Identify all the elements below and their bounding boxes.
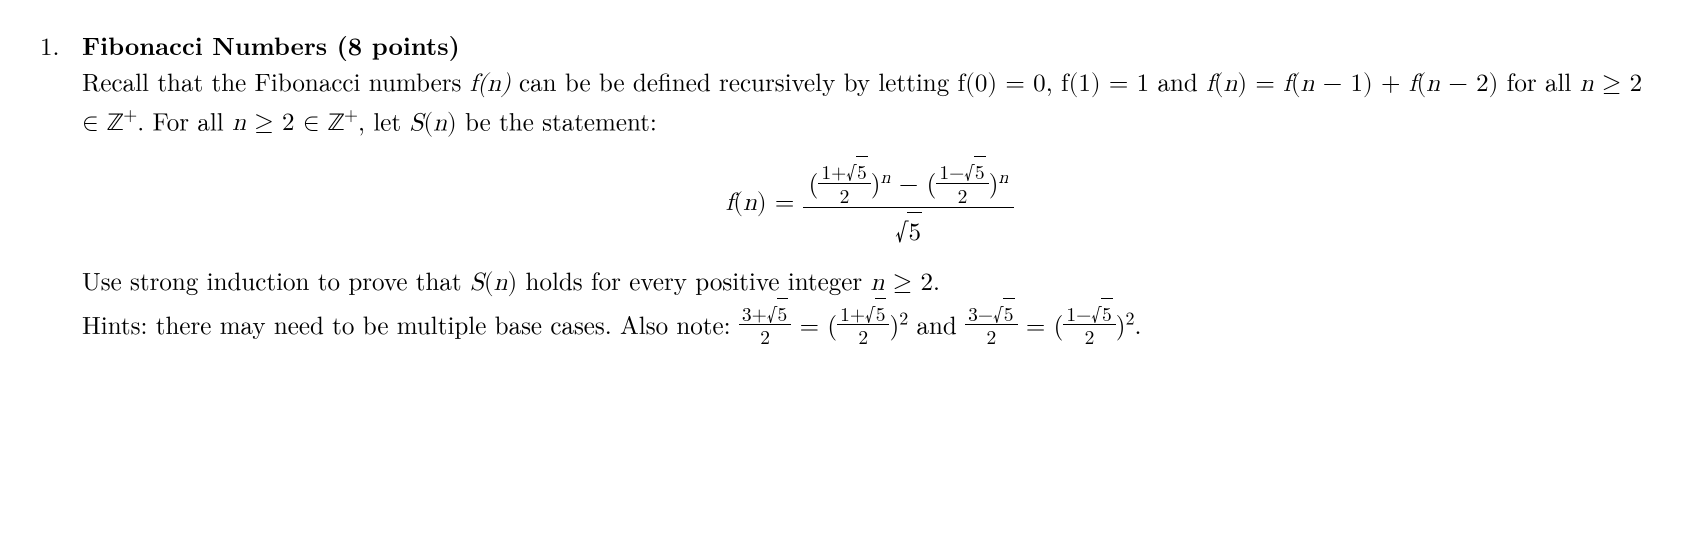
exp: 2 bbox=[899, 305, 908, 330]
text: . For all bbox=[137, 103, 232, 138]
text: ( bbox=[827, 306, 837, 341]
text: Hints: there may need to be multiple bas… bbox=[82, 306, 739, 341]
text: = bbox=[1018, 306, 1054, 341]
expr-nge2c: n ≥ 2 bbox=[870, 270, 932, 295]
text: , let bbox=[358, 103, 409, 138]
text: holds for every positive integer bbox=[517, 263, 870, 298]
expr-nge2b: n ≥ 2 ∈ ℤ+ bbox=[232, 110, 358, 135]
problem-container: 1. Fibonacci Numbers (8 points) Recall t… bbox=[40, 28, 1658, 346]
text: ) bbox=[1116, 306, 1126, 341]
text: , bbox=[1046, 64, 1061, 99]
paragraph-1: Recall that the Fibonacci numbers f(n) c… bbox=[82, 64, 1658, 142]
text: Recall that the Fibonacci numbers bbox=[82, 64, 470, 99]
paragraph-hints: Hints: there may need to be multiple bas… bbox=[82, 302, 1658, 347]
expr-f0: f(0) = 0 bbox=[958, 71, 1046, 96]
text: can be be defined recursively by letting bbox=[511, 64, 958, 99]
formula-lhs: f(n) = bbox=[726, 190, 803, 215]
main-fraction: (1+√52)n − (1−√52)n √5 bbox=[803, 160, 1015, 249]
text: ( bbox=[1054, 306, 1064, 341]
paragraph-2: Use strong induction to prove that S(n) … bbox=[82, 263, 1658, 301]
problem-title-line: Fibonacci Numbers (8 points) bbox=[82, 28, 1658, 64]
text: and bbox=[1149, 64, 1206, 99]
expr-recurrence: f(n) = f(n − 1) + f(n − 2) bbox=[1206, 71, 1498, 96]
text: ) bbox=[889, 306, 899, 341]
hint-frac3: 3−√52 bbox=[965, 302, 1017, 347]
problem-number: 1. bbox=[40, 28, 70, 346]
hint-frac4: 1−√52 bbox=[1063, 302, 1115, 347]
expr-f1: f(1) = 1 bbox=[1061, 71, 1149, 96]
text: = bbox=[791, 306, 827, 341]
hint-frac2: 1+√52 bbox=[837, 302, 889, 347]
text: Use strong induction to prove that bbox=[82, 263, 470, 298]
text: and bbox=[908, 306, 965, 341]
expr-fn: f(n) bbox=[470, 71, 511, 96]
expr-sn: S(n) bbox=[409, 110, 456, 135]
problem-title: Fibonacci Numbers (8 points) bbox=[82, 28, 460, 63]
text: for all bbox=[1498, 64, 1579, 99]
problem-content: Fibonacci Numbers (8 points) Recall that… bbox=[82, 28, 1658, 346]
expr-sn2: S(n) bbox=[470, 270, 517, 295]
text: . bbox=[933, 263, 940, 298]
text: be the statement: bbox=[457, 103, 657, 138]
text: . bbox=[1134, 306, 1141, 341]
display-formula: f(n) = (1+√52)n − (1−√52)n √5 bbox=[82, 160, 1658, 249]
hint-frac1: 3+√52 bbox=[739, 302, 791, 347]
